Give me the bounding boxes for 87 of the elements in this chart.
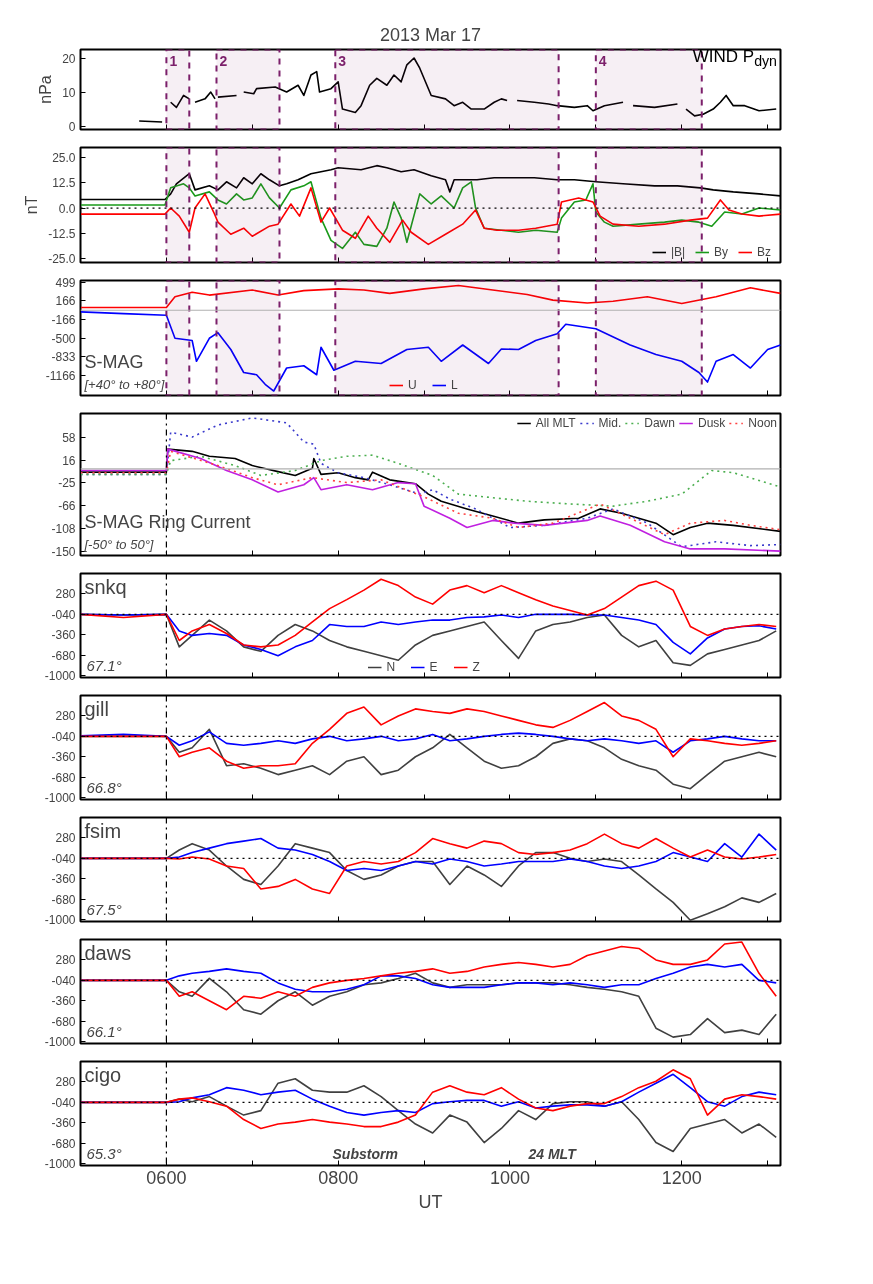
legend-label: |B| bbox=[671, 245, 687, 259]
y-axis-title: nT bbox=[23, 195, 41, 215]
legend-label: Dawn bbox=[644, 416, 675, 430]
y-tick-label: -040 bbox=[51, 851, 76, 866]
y-tick-label: -66 bbox=[58, 498, 76, 513]
chart-title: daws bbox=[84, 941, 132, 964]
legend-label: All MLT bbox=[535, 416, 576, 430]
band-label: 2 bbox=[219, 52, 228, 69]
annotation: WIND P$_{dyn}$ bbox=[692, 46, 777, 72]
x-tick-label: 1200 bbox=[661, 1167, 702, 1188]
y-tick-label: 280 bbox=[55, 953, 76, 968]
y-tick-label: -680 bbox=[51, 648, 76, 663]
y-tick-label: -1000 bbox=[44, 1157, 76, 1172]
y-tick-label: 166 bbox=[55, 294, 76, 309]
y-tick-label: -12.5 bbox=[48, 226, 76, 241]
x-axis-title: UT bbox=[418, 1191, 443, 1212]
y-tick-label: -360 bbox=[51, 750, 76, 765]
y-tick-label: 16 bbox=[62, 453, 76, 468]
legend-label: Dusk bbox=[697, 416, 726, 430]
y-tick-label: -360 bbox=[51, 872, 76, 887]
y-tick-label: -1166 bbox=[45, 369, 76, 384]
band-label: 4 bbox=[598, 52, 607, 69]
y-tick-label: -25 bbox=[58, 476, 76, 491]
annotation: [-50° to 50°] bbox=[83, 536, 154, 552]
x-tick-label: 1000 bbox=[489, 1167, 530, 1188]
y-tick-label: 58 bbox=[62, 430, 76, 445]
chart-title: snkq bbox=[84, 575, 127, 598]
x-tick-label: 0800 bbox=[318, 1167, 359, 1188]
y-tick-label: -680 bbox=[51, 892, 76, 907]
legend-label: By bbox=[714, 245, 729, 259]
y-tick-label: -360 bbox=[51, 994, 76, 1009]
annotation: S-MAG Ring Current bbox=[84, 511, 251, 532]
y-tick-label: 280 bbox=[55, 709, 76, 724]
y-tick-label: -680 bbox=[51, 770, 76, 785]
y-tick-label: -150 bbox=[51, 544, 76, 559]
y-tick-label: -833 bbox=[51, 350, 76, 365]
y-tick-label: -040 bbox=[51, 729, 76, 744]
y-tick-label: 10 bbox=[62, 85, 76, 100]
annotation: 24 MLT bbox=[527, 1145, 578, 1162]
text: 67.5° bbox=[86, 900, 122, 918]
text: 67.1° bbox=[86, 656, 122, 674]
legend-label: U bbox=[408, 378, 418, 392]
y-tick-label: 280 bbox=[55, 587, 76, 602]
y-tick-label: 0 bbox=[68, 119, 76, 134]
y-tick-label: 499 bbox=[55, 275, 76, 290]
y-tick-label: -1000 bbox=[44, 1035, 76, 1050]
y-tick-label: -680 bbox=[51, 1014, 76, 1029]
chart-title: fsim bbox=[84, 819, 122, 842]
y-tick-label: -1000 bbox=[44, 669, 76, 684]
y-tick-label: 0.0 bbox=[58, 201, 76, 216]
y-tick-label: 20 bbox=[62, 51, 76, 66]
y-tick-label: -1000 bbox=[44, 913, 76, 928]
y-tick-label: -040 bbox=[51, 1095, 76, 1110]
y-tick-label: -1000 bbox=[44, 791, 76, 806]
band-label: 3 bbox=[338, 52, 347, 69]
legend-label: Z bbox=[472, 660, 481, 674]
annotation: S-MAG bbox=[84, 351, 144, 372]
y-tick-label: 12.5 bbox=[52, 176, 76, 191]
y-tick-label: 25.0 bbox=[52, 151, 76, 166]
annotation: [+40° to +80°] bbox=[83, 376, 165, 392]
chart-title: 2013 Mar 17 bbox=[379, 24, 482, 45]
y-tick-label: -108 bbox=[51, 521, 76, 536]
y-tick-label: -166 bbox=[51, 313, 76, 328]
text: 66.8° bbox=[86, 778, 122, 796]
legend-label: N bbox=[386, 660, 397, 674]
y-axis-title: nPa bbox=[37, 75, 55, 104]
y-tick-label: -040 bbox=[51, 607, 76, 622]
y-tick-label: 280 bbox=[55, 1075, 76, 1090]
band-label: 1 bbox=[169, 52, 178, 69]
legend-label: Bz bbox=[757, 245, 772, 259]
annotation: Substorm bbox=[332, 1145, 398, 1162]
legend-label: L bbox=[451, 378, 459, 392]
y-tick-label: -25.0 bbox=[48, 251, 76, 266]
y-tick-label: -040 bbox=[51, 973, 76, 988]
text: 66.1° bbox=[86, 1022, 122, 1040]
y-tick-label: -500 bbox=[51, 331, 76, 346]
y-tick-label: -360 bbox=[51, 628, 76, 643]
legend-label: Noon bbox=[748, 416, 777, 430]
chart-title: cigo bbox=[84, 1063, 122, 1086]
y-tick-label: -360 bbox=[51, 1116, 76, 1131]
chart-title: gill bbox=[84, 697, 109, 720]
legend-label: Mid. bbox=[598, 416, 622, 430]
legend-label: E bbox=[429, 660, 439, 674]
text: 65.3° bbox=[86, 1144, 122, 1162]
y-tick-label: -680 bbox=[51, 1136, 76, 1151]
x-tick-label: 0600 bbox=[146, 1167, 187, 1188]
y-tick-label: 280 bbox=[55, 831, 76, 846]
